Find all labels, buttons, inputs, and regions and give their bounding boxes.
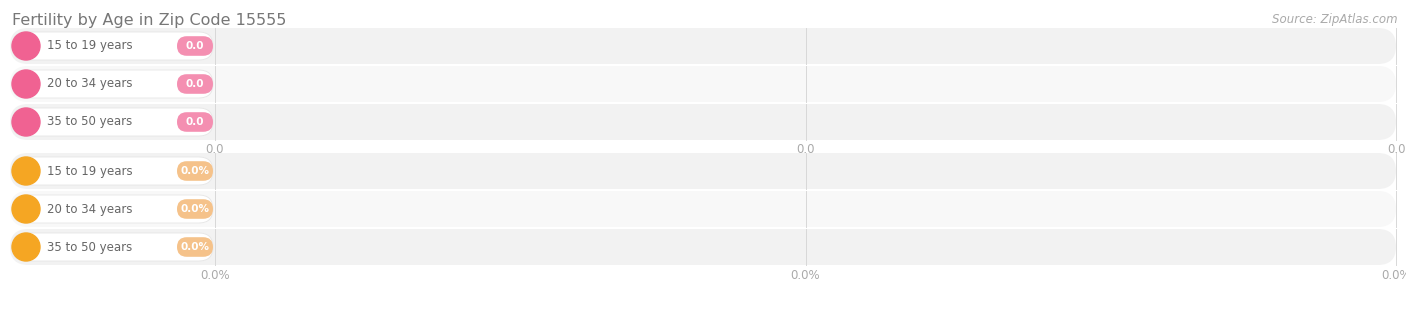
FancyBboxPatch shape: [177, 74, 212, 94]
Text: 0.0%: 0.0%: [1381, 269, 1406, 282]
Circle shape: [13, 195, 39, 223]
FancyBboxPatch shape: [13, 108, 212, 136]
Text: 20 to 34 years: 20 to 34 years: [46, 77, 132, 90]
Text: 0.0%: 0.0%: [180, 166, 209, 176]
FancyBboxPatch shape: [177, 237, 212, 257]
Text: 0.0%: 0.0%: [180, 242, 209, 252]
FancyBboxPatch shape: [13, 157, 212, 185]
Text: 0.0: 0.0: [205, 143, 224, 156]
Text: 0.0: 0.0: [1386, 143, 1405, 156]
FancyBboxPatch shape: [177, 112, 212, 132]
Text: 35 to 50 years: 35 to 50 years: [46, 241, 132, 254]
Circle shape: [13, 108, 39, 136]
Text: 15 to 19 years: 15 to 19 years: [46, 165, 132, 177]
Text: 0.0: 0.0: [186, 117, 204, 127]
Text: 20 to 34 years: 20 to 34 years: [46, 203, 132, 215]
FancyBboxPatch shape: [10, 104, 1396, 140]
FancyBboxPatch shape: [13, 233, 212, 261]
FancyBboxPatch shape: [10, 229, 1396, 265]
Text: 0.0%: 0.0%: [790, 269, 820, 282]
Text: Fertility by Age in Zip Code 15555: Fertility by Age in Zip Code 15555: [13, 13, 287, 28]
Circle shape: [13, 233, 39, 261]
FancyBboxPatch shape: [10, 191, 1396, 227]
FancyBboxPatch shape: [177, 36, 212, 56]
FancyBboxPatch shape: [177, 161, 212, 181]
FancyBboxPatch shape: [10, 28, 1396, 64]
Circle shape: [13, 157, 39, 185]
Text: 0.0%: 0.0%: [180, 204, 209, 214]
Text: 0.0: 0.0: [796, 143, 814, 156]
Text: 35 to 50 years: 35 to 50 years: [46, 116, 132, 128]
Circle shape: [13, 32, 39, 60]
Text: 15 to 19 years: 15 to 19 years: [46, 39, 132, 53]
FancyBboxPatch shape: [13, 195, 212, 223]
Text: 0.0%: 0.0%: [200, 269, 229, 282]
FancyBboxPatch shape: [177, 199, 212, 219]
Text: 0.0: 0.0: [186, 41, 204, 51]
Text: Source: ZipAtlas.com: Source: ZipAtlas.com: [1272, 13, 1398, 26]
FancyBboxPatch shape: [10, 153, 1396, 189]
Text: 0.0: 0.0: [186, 79, 204, 89]
FancyBboxPatch shape: [13, 70, 212, 98]
FancyBboxPatch shape: [10, 66, 1396, 102]
FancyBboxPatch shape: [13, 32, 212, 60]
Circle shape: [13, 70, 39, 98]
